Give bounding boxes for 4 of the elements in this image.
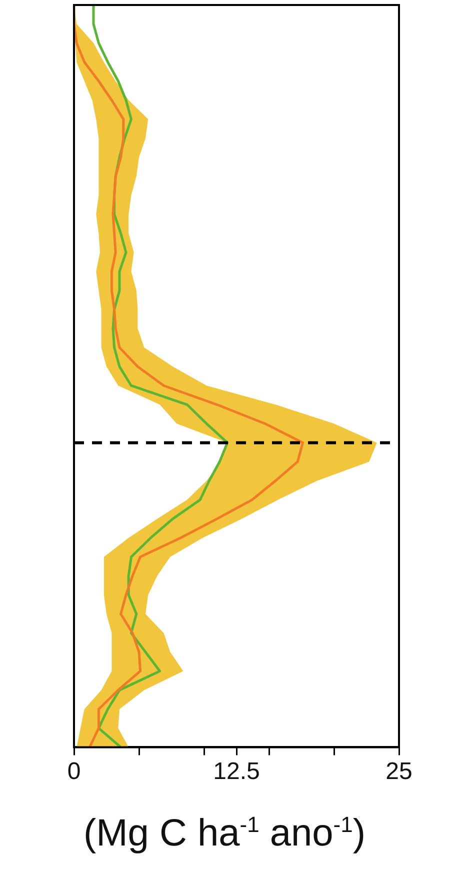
- x-tick-label: 0: [67, 758, 81, 786]
- x-tick-label: 25: [386, 758, 412, 786]
- x-tick-label: 12.5: [213, 758, 260, 786]
- x-axis-title: (Mg C ha$^{-1}$ ano$^{-1}$): [82, 812, 367, 856]
